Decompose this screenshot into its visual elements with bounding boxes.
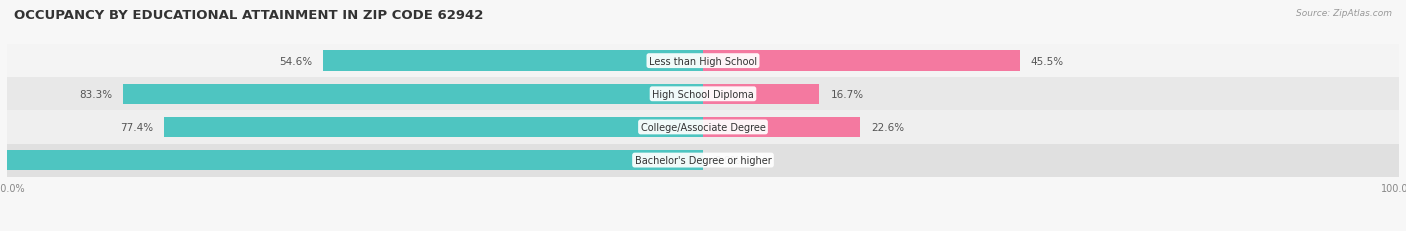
Text: 16.7%: 16.7% xyxy=(831,89,863,99)
Bar xyxy=(7,150,703,171)
Bar xyxy=(7,111,1399,144)
Bar xyxy=(7,45,1399,78)
Text: 0.0%: 0.0% xyxy=(714,155,741,165)
Text: High School Diploma: High School Diploma xyxy=(652,89,754,99)
Text: 22.6%: 22.6% xyxy=(872,122,904,132)
Text: Less than High School: Less than High School xyxy=(650,56,756,66)
Text: Source: ZipAtlas.com: Source: ZipAtlas.com xyxy=(1296,9,1392,18)
Bar xyxy=(703,84,820,105)
Bar xyxy=(7,78,1399,111)
Bar xyxy=(703,51,1019,72)
Text: 77.4%: 77.4% xyxy=(120,122,153,132)
Bar xyxy=(124,84,703,105)
Text: 83.3%: 83.3% xyxy=(79,89,112,99)
Text: 45.5%: 45.5% xyxy=(1031,56,1064,66)
Bar xyxy=(703,117,860,138)
Text: Bachelor's Degree or higher: Bachelor's Degree or higher xyxy=(634,155,772,165)
Bar xyxy=(323,51,703,72)
Text: College/Associate Degree: College/Associate Degree xyxy=(641,122,765,132)
Bar xyxy=(7,144,1399,177)
Text: 54.6%: 54.6% xyxy=(278,56,312,66)
Text: OCCUPANCY BY EDUCATIONAL ATTAINMENT IN ZIP CODE 62942: OCCUPANCY BY EDUCATIONAL ATTAINMENT IN Z… xyxy=(14,9,484,22)
Bar xyxy=(165,117,703,138)
